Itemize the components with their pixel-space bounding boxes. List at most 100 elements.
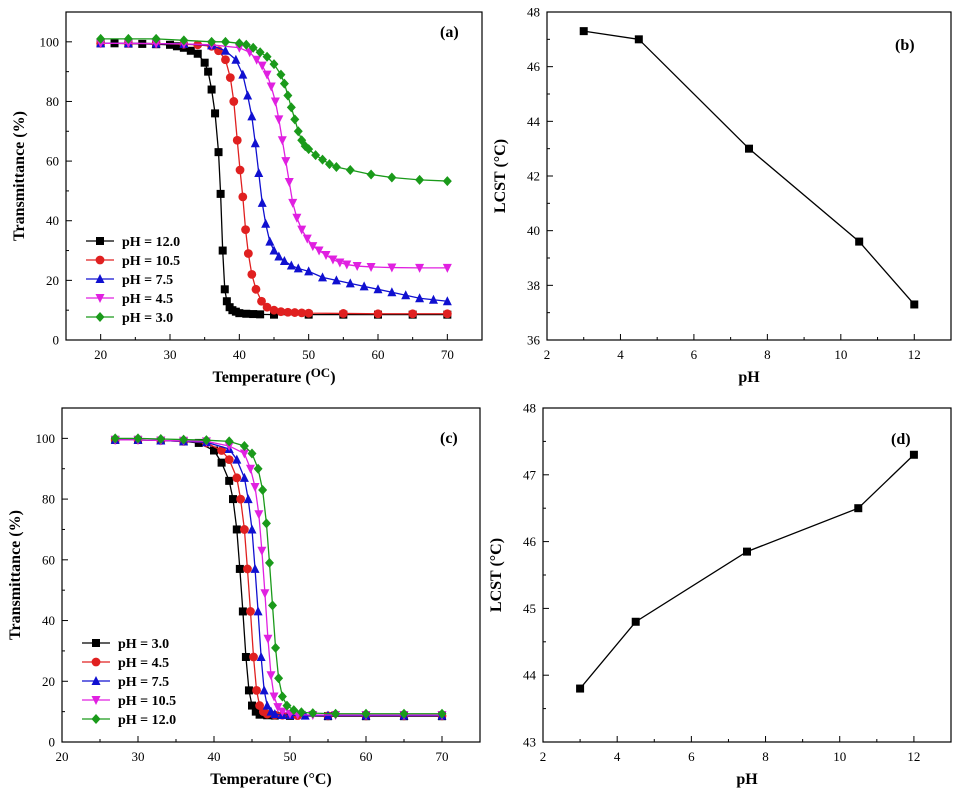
data-point <box>293 263 303 273</box>
plot-frame <box>542 407 952 743</box>
data-point <box>249 652 258 662</box>
data-point <box>172 42 181 51</box>
data-point <box>166 40 174 49</box>
series-line <box>115 437 442 715</box>
data-point <box>270 310 278 319</box>
data-point <box>631 617 640 626</box>
data-point <box>283 307 293 317</box>
x-tick-label: 10 <box>833 749 846 764</box>
x-tick-label: 20 <box>94 347 107 362</box>
data-point <box>221 55 230 65</box>
x-tick-label: 8 <box>764 347 771 362</box>
data-point <box>224 436 234 447</box>
data-point <box>186 46 195 55</box>
data-point <box>271 642 281 653</box>
data-point <box>270 97 280 107</box>
data-point <box>274 251 284 261</box>
data-point <box>281 157 291 167</box>
data-point <box>311 150 321 161</box>
data-point <box>231 54 241 64</box>
x-tick-label: 40 <box>233 347 246 362</box>
data-point <box>217 458 226 467</box>
x-tick-label: 4 <box>617 347 624 362</box>
y-axis-label: LCST (°C) <box>488 538 505 612</box>
data-point <box>286 260 296 270</box>
legend-label: pH = 10.5 <box>118 694 176 709</box>
y-axis-label: Transmittance (%) <box>11 111 28 241</box>
data-point <box>123 33 133 44</box>
data-point <box>211 109 220 118</box>
y-tick-label: 80 <box>46 94 59 109</box>
data-point <box>220 285 229 294</box>
y-tick-label: 48 <box>523 401 536 416</box>
y-tick-label: 0 <box>53 333 60 348</box>
data-point <box>251 284 261 294</box>
data-point <box>366 262 376 272</box>
data-point <box>373 284 383 294</box>
data-point <box>387 263 397 273</box>
data-point <box>200 58 209 67</box>
data-point <box>293 126 303 137</box>
data-point <box>247 524 257 534</box>
data-point <box>283 90 293 101</box>
data-point <box>232 135 242 145</box>
y-tick-label: 40 <box>527 223 540 238</box>
data-point <box>179 434 189 445</box>
x-axis-label: pH <box>738 369 760 386</box>
data-point <box>308 242 318 252</box>
data-point <box>179 35 189 46</box>
data-point <box>229 97 239 106</box>
x-tick-label: 12 <box>908 347 921 362</box>
data-point <box>442 263 452 273</box>
data-point <box>284 177 294 187</box>
series-line <box>115 439 442 716</box>
data-point <box>247 448 257 459</box>
x-tick-label: 70 <box>441 347 454 362</box>
data-point <box>302 234 312 244</box>
data-point <box>232 525 241 534</box>
x-tick-label: 6 <box>688 749 695 764</box>
y-axis-label: Transmittance (%) <box>7 510 24 640</box>
data-point <box>235 165 245 175</box>
data-point <box>304 308 314 318</box>
legend-label: pH = 12.0 <box>118 713 176 728</box>
data-point <box>225 73 235 82</box>
legend-marker <box>91 696 101 705</box>
data-point <box>279 78 289 89</box>
data-point <box>262 51 272 62</box>
y-tick-label: 44 <box>523 668 537 683</box>
data-point <box>277 707 287 717</box>
data-point <box>217 446 227 455</box>
data-point <box>255 710 264 719</box>
x-tick-label: 30 <box>132 749 145 764</box>
data-point <box>239 449 249 459</box>
y-tick-label: 38 <box>527 278 540 293</box>
y-tick-label: 36 <box>527 333 541 348</box>
data-point <box>277 691 287 702</box>
data-point <box>243 494 253 504</box>
data-point <box>743 547 751 556</box>
x-axis-label: pH <box>736 771 758 788</box>
data-point <box>288 198 298 208</box>
data-point <box>579 27 588 36</box>
data-point <box>270 709 280 719</box>
x-tick-label: 10 <box>834 347 847 362</box>
data-point <box>224 455 234 465</box>
y-tick-label: 47 <box>523 467 537 482</box>
data-point <box>244 686 253 695</box>
data-point <box>415 263 425 273</box>
data-point <box>133 433 143 444</box>
data-point <box>239 472 249 482</box>
data-point <box>151 33 161 44</box>
data-point <box>269 692 279 702</box>
data-point <box>415 174 425 185</box>
x-tick-label: 60 <box>372 347 385 362</box>
data-point <box>232 473 242 483</box>
data-point <box>254 168 264 178</box>
y-tick-label: 45 <box>523 601 536 616</box>
data-point <box>220 45 230 55</box>
legend-marker <box>95 312 105 322</box>
data-point <box>289 705 299 716</box>
data-point <box>277 136 287 146</box>
